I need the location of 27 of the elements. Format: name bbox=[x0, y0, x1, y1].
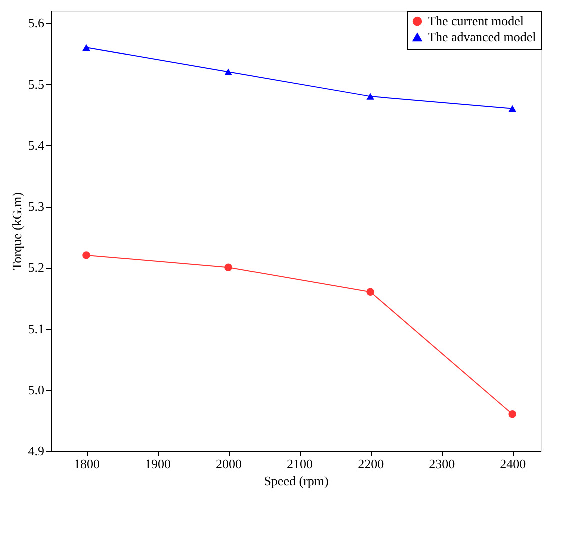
point bbox=[366, 93, 374, 100]
y-axis-title: Torque (kG.m) bbox=[9, 192, 24, 270]
y-tick-label: 5.3 bbox=[28, 199, 44, 214]
y-tick-label: 5.6 bbox=[28, 16, 45, 31]
point bbox=[82, 252, 90, 260]
x-tick-label: 1800 bbox=[74, 456, 100, 472]
y-tick-label: 5.4 bbox=[28, 138, 45, 153]
point bbox=[224, 68, 232, 76]
y-tick-label: 5.5 bbox=[28, 76, 44, 92]
legend-label: The current model bbox=[428, 14, 524, 28]
x-tick-label: 2000 bbox=[216, 456, 242, 472]
point bbox=[508, 410, 516, 418]
point bbox=[366, 288, 374, 296]
point bbox=[82, 44, 90, 52]
x-tick-label: 2400 bbox=[500, 456, 526, 472]
x-tick-label: 2300 bbox=[429, 456, 456, 472]
y-tick-label: 4.9 bbox=[28, 444, 44, 458]
y-tick-label: 5.2 bbox=[28, 260, 44, 276]
x-axis-title: Speed (rpm) bbox=[264, 474, 329, 488]
point bbox=[508, 105, 516, 112]
x-tick-label: 2100 bbox=[287, 456, 314, 472]
point bbox=[224, 264, 232, 272]
x-tick-label: 1900 bbox=[145, 456, 172, 472]
y-tick-label: 5.1 bbox=[28, 321, 44, 336]
x-tick-label: 2200 bbox=[358, 456, 384, 472]
y-tick-label: 5.0 bbox=[28, 382, 44, 398]
legend-label: The advanced model bbox=[428, 30, 537, 44]
